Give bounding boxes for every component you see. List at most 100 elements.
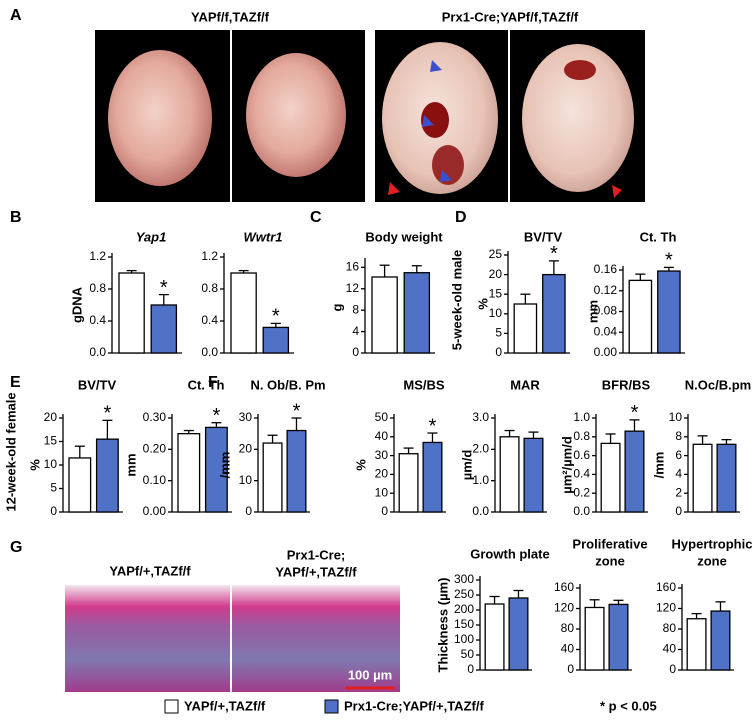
significance-mark: *	[104, 403, 112, 425]
y-axis-label: %	[353, 459, 368, 471]
chart-title: N. Ob/B. Pm	[250, 377, 325, 392]
y-axis-label: /mm	[217, 452, 232, 479]
y-tick-label: 0.00	[143, 504, 167, 518]
y-tick-label: 160	[554, 580, 574, 594]
bar	[628, 279, 653, 354]
chart-title: BV/TV	[78, 377, 117, 392]
photos-g	[65, 585, 400, 692]
y-tick-label: 1.2	[201, 249, 218, 263]
y-tick-label: 200	[454, 602, 474, 616]
bar	[68, 457, 92, 513]
chart-title: Growth plate	[470, 546, 549, 561]
chart-title: Body weight	[365, 229, 443, 244]
y-axis-label: %	[27, 459, 42, 471]
bar	[262, 442, 283, 513]
y-tick-label: 0.16	[594, 262, 618, 276]
bar	[584, 606, 605, 671]
bar	[692, 443, 713, 513]
y-tick-label: 20	[239, 442, 253, 456]
chart-title: zone	[595, 553, 625, 568]
y-tick-label: 0	[245, 504, 252, 518]
legend-label: YAPf/+,TAZf/f	[184, 698, 266, 713]
y-tick-label: 100	[454, 632, 474, 646]
y-tick-label: 150	[454, 617, 474, 631]
y-axis-label: µm/d	[459, 450, 474, 481]
y-axis-label: gDNA	[69, 286, 84, 323]
bar	[484, 603, 505, 671]
y-tick-label: 0.4	[89, 313, 106, 327]
y-tick-label: 50	[375, 410, 389, 424]
bar	[686, 618, 707, 671]
y-tick-label: 0	[567, 662, 574, 676]
y-tick-label: 0.4	[201, 313, 218, 327]
y-tick-label: 250	[454, 587, 474, 601]
bar	[513, 303, 538, 354]
y-tick-label: 10	[239, 473, 253, 487]
y-axis-label: /mm	[651, 452, 666, 479]
y-tick-label: 0	[495, 345, 502, 359]
y-tick-label: 0.8	[201, 281, 218, 295]
significance-mark: *	[631, 402, 639, 424]
y-tick-label: 120	[554, 601, 574, 615]
chart-title: Yap1	[136, 229, 167, 244]
y-tick-label: 0.00	[594, 345, 618, 359]
y-tick-label: 0.0	[573, 504, 590, 518]
panel-label: C	[310, 209, 322, 226]
y-tick-label: 0.0	[472, 504, 489, 518]
panel-label: B	[10, 209, 22, 226]
bar	[508, 597, 529, 671]
row-label: 12-week-old female	[3, 392, 18, 511]
y-tick-label: 4	[675, 467, 682, 481]
y-tick-label: 30	[375, 448, 389, 462]
chart-title: MAR	[510, 377, 540, 392]
y-tick-label: 0.20	[143, 442, 167, 456]
y-tick-label: 2	[675, 485, 682, 499]
significance-mark: *	[429, 415, 437, 437]
y-tick-label: 80	[663, 621, 677, 635]
chart-title: Proliferative	[572, 536, 647, 551]
y-tick-label: 80	[561, 621, 575, 635]
y-tick-label: 40	[663, 642, 677, 656]
y-tick-label: 10	[669, 410, 683, 424]
y-tick-label: 0	[381, 504, 388, 518]
y-tick-label: 0	[50, 504, 57, 518]
bar	[716, 443, 737, 513]
y-tick-label: 0.0	[89, 345, 106, 359]
bar	[710, 610, 731, 671]
y-tick-label: 4	[352, 324, 359, 338]
y-tick-label: 40	[561, 642, 575, 656]
y-tick-label: 0.4	[573, 467, 590, 481]
y-tick-label: 0	[467, 662, 474, 676]
y-axis-label: µm²/µm/d	[559, 436, 574, 494]
chart-title: zone	[697, 553, 727, 568]
y-tick-label: 0.30	[143, 410, 167, 424]
panel-label: D	[455, 209, 467, 226]
y-tick-label: 8	[352, 302, 359, 316]
bar	[608, 603, 629, 671]
y-tick-label: 15	[489, 286, 503, 300]
y-tick-label: 1.0	[573, 410, 590, 424]
y-tick-label: 20	[375, 467, 389, 481]
bar	[600, 442, 621, 513]
bar	[118, 272, 145, 354]
y-axis-label: %	[475, 298, 490, 310]
bar	[499, 436, 520, 513]
photos-a	[95, 30, 645, 202]
bar	[403, 272, 431, 354]
y-tick-label: 16	[346, 260, 360, 274]
y-tick-label: 120	[656, 601, 676, 615]
y-tick-label: 0	[352, 345, 359, 359]
y-axis-label: Thickness (µm)	[435, 578, 450, 673]
y-tick-label: 5	[495, 326, 502, 340]
panel-label: E	[10, 374, 21, 391]
bar	[657, 270, 681, 354]
y-tick-label: 10	[489, 306, 503, 320]
y-tick-label: 0.8	[573, 429, 590, 443]
bar	[542, 273, 566, 354]
bar	[177, 433, 201, 513]
y-tick-label: 15	[44, 434, 58, 448]
bar	[150, 304, 178, 354]
y-tick-label: 0.6	[573, 448, 590, 462]
bar	[371, 276, 398, 354]
chart-title: Ct. Th	[640, 229, 677, 244]
